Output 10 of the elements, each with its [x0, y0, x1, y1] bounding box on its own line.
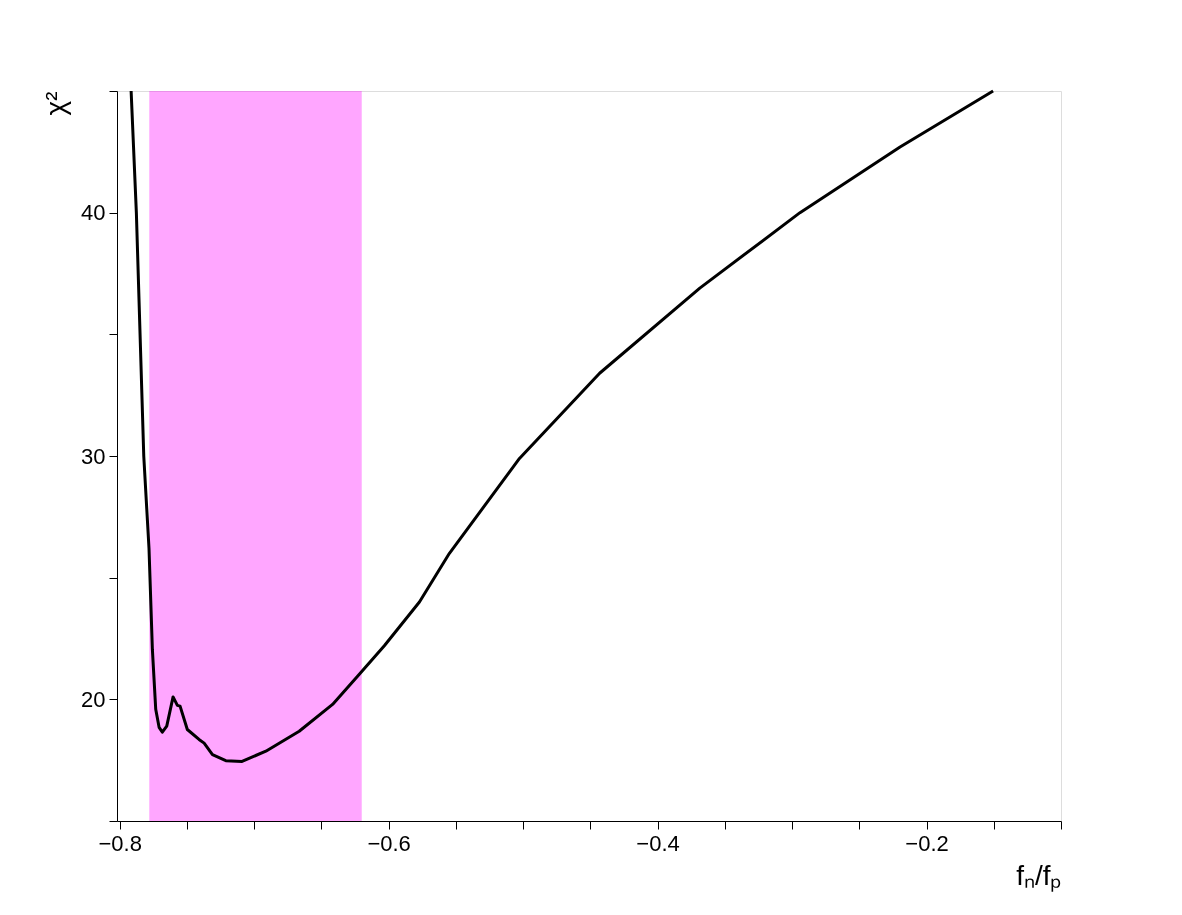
x-tick-label: −0.2: [905, 830, 949, 856]
x-axis-title: fₙ/fₚ: [1016, 859, 1062, 892]
y-tick-label: 20: [81, 686, 106, 712]
x-tick-label: −0.6: [367, 830, 411, 856]
y-tick-label: 30: [81, 443, 106, 469]
y-axis-title: χ²: [40, 91, 72, 116]
x-tick-label: −0.8: [98, 830, 142, 856]
x-tick-label: −0.4: [636, 830, 680, 856]
line-series: [129, 89, 995, 763]
y-tick-label: 40: [81, 200, 106, 226]
